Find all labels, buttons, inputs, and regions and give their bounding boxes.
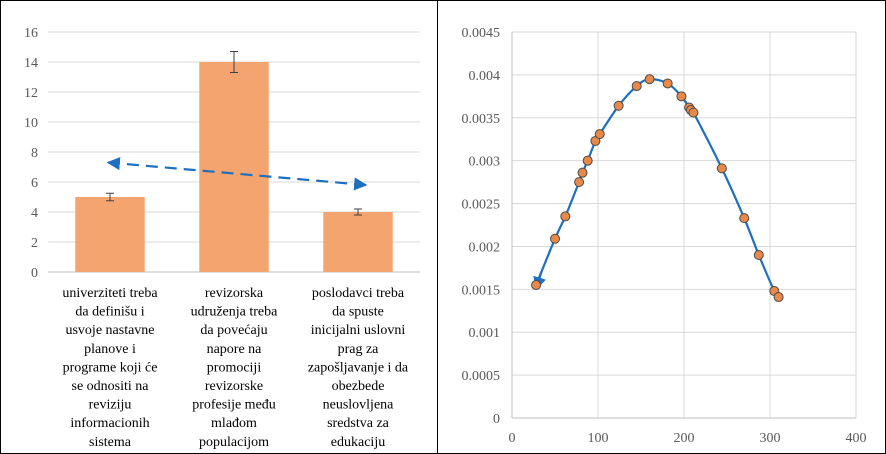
bar <box>75 197 145 272</box>
bar-y-tick-label: 2 <box>31 236 38 251</box>
line-x-tick-label: 100 <box>588 431 609 446</box>
line-chart-y-tick-labels: 0 0.0005 0.001 0.0015 0.002 0.0025 0.003 0.0035… <box>462 26 501 427</box>
line-y-tick-label: 0.001 <box>469 326 501 341</box>
line-y-tick-label: 0.0005 <box>462 369 501 384</box>
bar-category-label-line: profesije među <box>192 398 276 413</box>
bar-category-label-line: obezbede <box>332 379 385 394</box>
line-x-tick-label: 300 <box>760 431 781 446</box>
bar <box>199 62 269 272</box>
bar-category-label-line: reviziju <box>89 398 132 413</box>
line-y-tick-label: 0.003 <box>469 155 501 170</box>
bar-y-tick-label: 12 <box>24 86 38 101</box>
bar-category-label-line: sredstva za <box>327 416 390 431</box>
bar-category-label-line: inicijalni uslovni <box>311 323 406 338</box>
line-y-tick-label: 0.0025 <box>462 198 501 213</box>
bar-category-label-line: mlađom <box>211 416 257 431</box>
bar-category-label-line: se odnositi na <box>72 379 150 394</box>
line-marker <box>716 163 727 174</box>
bar-category-label: univerziteti treba da definišu i usvoje na… <box>62 286 158 450</box>
bar-category-label-line: udruženja treba <box>191 305 278 320</box>
bar-category-label-line: neuslovljena <box>323 398 395 413</box>
bar-chart-bars <box>75 62 393 272</box>
bar-category-label-line: napore na <box>207 342 263 357</box>
bar-category-label-line: da spuste <box>332 305 384 320</box>
bar-category-label-line: usvoje nastavne <box>65 323 154 338</box>
line-y-tick-label: 0.0035 <box>462 112 501 127</box>
line-marker <box>577 167 588 178</box>
bar-category-label-line: revizorske <box>205 379 263 394</box>
line-y-tick-label: 0.0015 <box>462 283 501 298</box>
line-marker <box>688 107 699 118</box>
line-marker <box>550 233 560 244</box>
bar-category-label-line: planove i <box>84 342 136 357</box>
bar-chart-category-labels: univerziteti treba da definišu i usvoje na… <box>62 286 409 450</box>
bar-category-label-line: da povećaju <box>200 323 267 338</box>
bar-y-tick-label: 4 <box>31 206 38 221</box>
bar-category-label-line: promociji <box>207 360 262 375</box>
line-marker <box>574 177 585 188</box>
bar-category-label-line: sistema <box>89 435 132 450</box>
line-marker <box>631 81 642 92</box>
line-marker <box>531 280 542 291</box>
bar-category-label-line: edukaciju <box>331 435 385 450</box>
bar-y-tick-label: 10 <box>24 116 38 131</box>
line-x-tick-label: 200 <box>674 431 695 446</box>
line-x-tick-label: 400 <box>846 431 867 446</box>
bar-category-label: poslodavci treba da spuste inicijalni uslo… <box>308 286 409 450</box>
line-marker <box>644 74 655 85</box>
bar-category-label-line: revizorska <box>205 286 264 301</box>
line-marker <box>560 211 571 222</box>
line-marker <box>613 100 624 111</box>
line-marker <box>753 250 764 261</box>
bar-category-label: revizorska udruženja treba da povećaju napo… <box>191 286 278 450</box>
line-chart: 0 0.0005 0.001 0.0015 0.002 0.0025 0.003 0.0035… <box>462 26 867 446</box>
line-x-tick-label: 0 <box>509 431 516 446</box>
line-y-tick-label: 0 <box>493 412 500 427</box>
bar-category-label-line: informacionih <box>70 416 149 431</box>
line-marker <box>739 213 750 224</box>
line-chart-markers <box>531 74 784 303</box>
bar-chart-y-tick-labels: 0 2 4 6 8 10 12 14 16 <box>24 26 38 281</box>
bar-category-label-line: univerziteti treba <box>62 286 158 301</box>
bar <box>323 212 393 272</box>
line-marker <box>773 292 784 303</box>
line-marker <box>662 78 673 89</box>
bar-y-tick-label: 6 <box>31 176 38 191</box>
bar-y-tick-label: 16 <box>24 26 38 41</box>
line-series <box>535 78 780 298</box>
dashed-double-arrow <box>106 156 368 191</box>
bar-y-tick-label: 8 <box>31 146 38 161</box>
bar-category-label-line: programe koji će <box>63 360 158 375</box>
bar-category-label-line: da definišu i <box>75 305 144 320</box>
line-chart-x-tick-labels: 0 100 200 300 400 <box>509 431 867 446</box>
line-marker <box>582 155 593 166</box>
bar-chart: 0 2 4 6 8 10 12 14 16 univerziteti treba da defin… <box>24 26 420 450</box>
line-marker <box>594 129 605 140</box>
line-chart-gridlines <box>511 31 857 419</box>
bar-category-label-line: prag za <box>338 342 380 357</box>
bar-y-tick-label: 0 <box>31 266 38 281</box>
line-y-tick-label: 0.004 <box>469 69 501 84</box>
bar-category-label-line: populacijom <box>199 435 269 450</box>
bar-category-label-line: zapošljavanje i da <box>308 360 409 375</box>
bar-chart-error-bars <box>106 51 362 216</box>
line-marker <box>676 91 687 102</box>
line-y-tick-label: 0.0045 <box>462 26 501 41</box>
bar-y-tick-label: 14 <box>24 56 38 71</box>
bar-category-label-line: poslodavci treba <box>312 286 405 301</box>
line-y-tick-label: 0.002 <box>469 240 501 255</box>
